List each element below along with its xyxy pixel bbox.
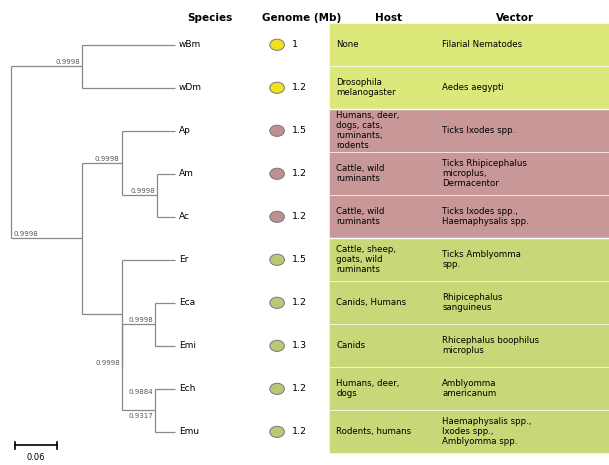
Text: Emu: Emu [179, 427, 199, 436]
Text: 0.9998: 0.9998 [94, 156, 119, 162]
Text: 0.9998: 0.9998 [13, 231, 38, 237]
Text: Rhipicephalus
sanguineus: Rhipicephalus sanguineus [442, 293, 502, 312]
Bar [329, 23, 609, 66]
Text: 0.06: 0.06 [27, 453, 45, 462]
Bar [329, 66, 609, 109]
Text: Ticks Rhipicephalus
microplus,
Dermacentor: Ticks Rhipicephalus microplus, Dermacent… [442, 159, 527, 188]
Text: 0.9884: 0.9884 [129, 389, 153, 395]
Text: 0.9998: 0.9998 [55, 59, 80, 65]
Bar [329, 411, 609, 453]
Text: Canids, Humans: Canids, Humans [336, 299, 406, 307]
Text: Eca: Eca [179, 299, 195, 307]
Text: Cattle, wild
ruminants: Cattle, wild ruminants [336, 164, 384, 183]
Text: Rhicephalus boophilus
microplus: Rhicephalus boophilus microplus [442, 336, 539, 355]
Text: Rodents, humans: Rodents, humans [336, 427, 411, 436]
Circle shape [270, 125, 284, 136]
Text: 1.5: 1.5 [292, 126, 307, 135]
Text: Ticks Amblyomma
spp.: Ticks Amblyomma spp. [442, 250, 521, 269]
Text: 1.2: 1.2 [292, 169, 307, 178]
Text: Filarial Nematodes: Filarial Nematodes [442, 40, 523, 49]
Bar [329, 325, 609, 367]
Text: Am: Am [179, 169, 194, 178]
Text: Genome (Mb): Genome (Mb) [262, 13, 342, 23]
Circle shape [270, 211, 284, 222]
Circle shape [270, 426, 284, 438]
Text: Cattle, wild
ruminants: Cattle, wild ruminants [336, 207, 384, 226]
Text: Humans, deer,
dogs, cats,
ruminants,
rodents: Humans, deer, dogs, cats, ruminants, rod… [336, 111, 400, 150]
Text: Amblyomma
americanum: Amblyomma americanum [442, 379, 496, 399]
Circle shape [270, 82, 284, 93]
Text: Canids: Canids [336, 341, 365, 350]
Text: 0.9998: 0.9998 [128, 317, 153, 323]
Circle shape [270, 340, 284, 352]
Text: 1.2: 1.2 [292, 213, 307, 221]
Bar [329, 367, 609, 411]
Text: Ap: Ap [179, 126, 191, 135]
Text: Host: Host [375, 13, 402, 23]
Text: 1.3: 1.3 [292, 341, 307, 350]
Circle shape [270, 39, 284, 50]
Bar [329, 153, 609, 195]
Text: 0.9317: 0.9317 [128, 412, 153, 418]
Text: 1: 1 [292, 40, 298, 49]
Text: None: None [336, 40, 359, 49]
Text: wBm: wBm [179, 40, 202, 49]
Circle shape [270, 297, 284, 308]
Text: Drosophila
melanogaster: Drosophila melanogaster [336, 78, 396, 97]
Text: Species: Species [188, 13, 233, 23]
Text: Er: Er [179, 255, 188, 264]
Bar [329, 195, 609, 239]
Text: Ticks Ixodes spp.: Ticks Ixodes spp. [442, 126, 515, 135]
Circle shape [270, 383, 284, 394]
Text: 1.2: 1.2 [292, 427, 307, 436]
Text: 1.2: 1.2 [292, 299, 307, 307]
Bar [329, 281, 609, 325]
Circle shape [270, 168, 284, 179]
Text: Ticks Ixodes spp.,
Haemaphysalis spp.: Ticks Ixodes spp., Haemaphysalis spp. [442, 207, 529, 226]
Text: Ac: Ac [179, 213, 190, 221]
Circle shape [270, 254, 284, 266]
Text: 1.2: 1.2 [292, 83, 307, 92]
Text: 1.2: 1.2 [292, 385, 307, 393]
Text: Haemaphysalis spp.,
Ixodes spp.,
Amblyomma spp.: Haemaphysalis spp., Ixodes spp., Amblyom… [442, 417, 532, 446]
Text: Ech: Ech [179, 385, 195, 393]
Text: Emi: Emi [179, 341, 196, 350]
Text: wDm: wDm [179, 83, 202, 92]
Text: 0.9998: 0.9998 [95, 360, 120, 366]
Text: Vector: Vector [496, 13, 533, 23]
Text: Humans, deer,
dogs: Humans, deer, dogs [336, 379, 400, 399]
Bar [329, 239, 609, 281]
Text: 1.5: 1.5 [292, 255, 307, 264]
Text: Cattle, sheep,
goats, wild
ruminants: Cattle, sheep, goats, wild ruminants [336, 245, 396, 274]
Text: Aedes aegypti: Aedes aegypti [442, 83, 504, 92]
Text: 0.9998: 0.9998 [130, 188, 155, 194]
Bar [329, 109, 609, 153]
